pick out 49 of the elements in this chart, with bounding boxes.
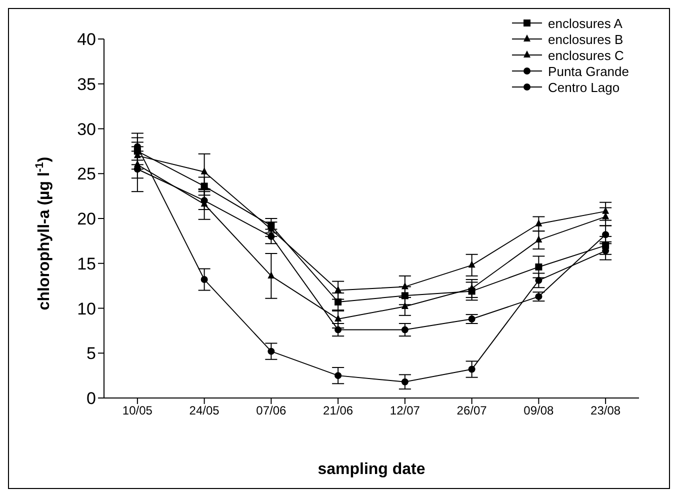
point [535, 276, 542, 284]
point [268, 271, 275, 278]
legend-label: Centro Lago [548, 80, 620, 94]
point [401, 326, 408, 334]
point [200, 167, 208, 174]
point [401, 292, 408, 300]
y-tick-label: 20 [77, 210, 96, 229]
point [535, 236, 542, 243]
point [268, 232, 275, 240]
x-tick-label: 26/07 [456, 404, 488, 418]
point [200, 182, 208, 190]
x-tick-label: 24/05 [189, 404, 220, 418]
legend-label: enclosures C [548, 48, 624, 62]
y-tick-label: 10 [77, 299, 96, 318]
y-tick-label: 0 [86, 389, 96, 408]
point [468, 316, 476, 323]
x-tick-label: 12/07 [390, 404, 420, 418]
point [268, 348, 275, 355]
x-axis-title: sampling date [318, 461, 426, 478]
y-tick-label: 40 [77, 30, 96, 50]
legend-label: enclosures A [548, 16, 622, 30]
point [401, 282, 408, 290]
y-tick-label: 35 [77, 74, 96, 94]
point [200, 276, 208, 284]
point [535, 219, 542, 226]
point [334, 314, 342, 322]
point [401, 378, 408, 386]
point [535, 293, 542, 300]
legend-label: enclosures B [548, 32, 624, 46]
point [200, 197, 208, 204]
x-tick-label: 09/08 [524, 404, 554, 418]
point [602, 231, 610, 238]
point [468, 260, 476, 268]
x-tick-label: 07/06 [256, 404, 287, 418]
legend-label: Punta Grande [548, 64, 629, 78]
point [334, 286, 342, 293]
y-tick-label: 25 [77, 164, 96, 184]
y-tick-label: 15 [77, 254, 96, 274]
x-tick-label: 21/06 [323, 404, 354, 418]
y-tick-label: 30 [77, 120, 96, 139]
point [468, 366, 476, 373]
point [468, 284, 476, 292]
y-tick-label: 5 [86, 344, 96, 364]
x-tick-label: 10/05 [122, 404, 153, 418]
point [535, 263, 542, 270]
point [334, 298, 342, 306]
point [334, 372, 342, 380]
x-tick-label: 23/08 [590, 404, 621, 418]
point [334, 326, 342, 334]
